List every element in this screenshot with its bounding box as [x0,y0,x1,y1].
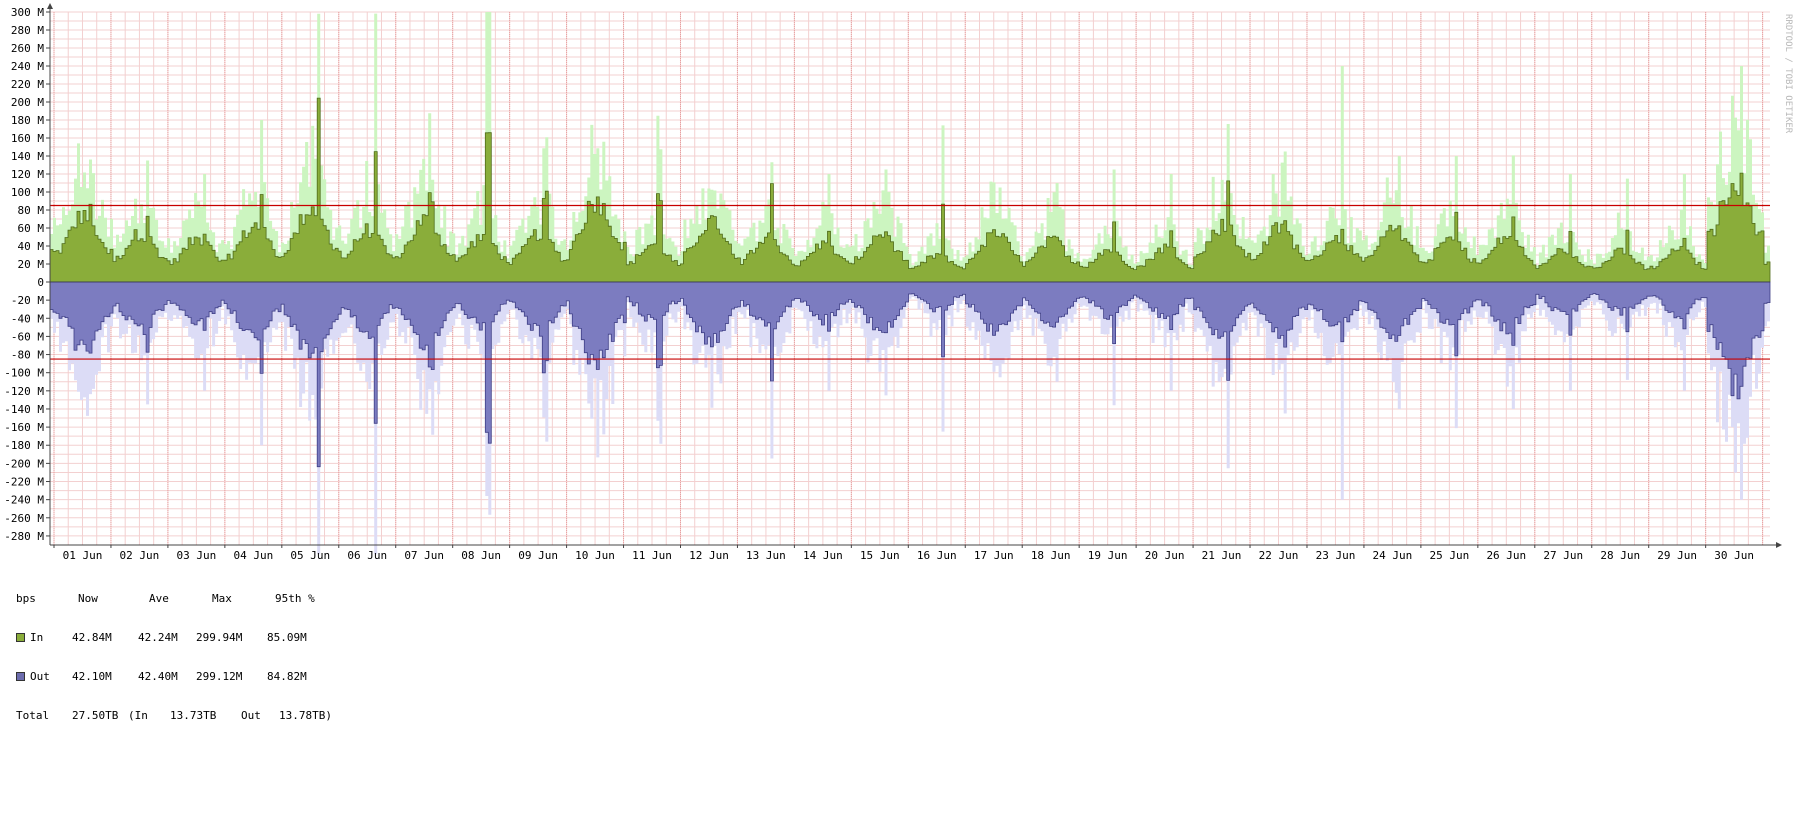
y-tick-label: -220 M [4,476,44,489]
x-tick-label: 16 Jun [917,549,957,562]
in-ave: 42.24M [138,631,178,644]
x-tick-label: 06 Jun [347,549,387,562]
out-p95: 84.82M [267,670,307,683]
y-tick-label: -120 M [4,385,44,398]
x-tick-label: 27 Jun [1543,549,1583,562]
y-tick-label: -180 M [4,439,44,452]
legend-out-row: Out 42.10M 42.40M 299.12M 84.82M [16,670,307,683]
x-tick-label: 29 Jun [1657,549,1697,562]
out-ave: 42.40M [138,670,178,683]
x-tick-label: 18 Jun [1031,549,1071,562]
y-tick-label: 280 M [11,24,44,37]
in-now: 42.84M [72,631,112,644]
x-tick-label: 05 Jun [290,549,330,562]
total-label: Total [16,709,50,722]
out-now: 42.10M [72,670,112,683]
legend-header-ave: Ave [149,592,169,605]
y-tick-label: 60 M [18,222,45,235]
y-axis-arrow [47,3,53,9]
traffic-chart: 300 M 280 M 260 M 240 M 220 M 200 M 180 M 160 M… [4,3,1793,562]
x-tick-label: 15 Jun [860,549,900,562]
y-tick-label: -80 M [11,349,44,362]
total-out-label: Out [241,709,261,722]
x-tick-label: 26 Jun [1486,549,1526,562]
y-tick-label: -240 M [4,494,44,507]
y-tick-label: -160 M [4,421,44,434]
out-label: Out [30,670,50,683]
x-tick-label: 08 Jun [461,549,501,562]
legend-total-row: Total 27.50TB (In 13.73TB Out 13.78TB) [16,709,332,722]
out-swatch [16,672,25,681]
legend-header-max: Max [212,592,232,605]
x-tick-label: 09 Jun [518,549,558,562]
total-out-value: 13.78TB) [279,709,332,722]
x-tick-label: 11 Jun [632,549,672,562]
x-tick-label: 07 Jun [404,549,444,562]
y-tick-label: 100 M [11,186,44,199]
x-tick-label: 20 Jun [1145,549,1185,562]
x-tick-label: 22 Jun [1259,549,1299,562]
y-tick-label: 80 M [18,204,45,217]
total-value: 27.50TB [72,709,119,722]
y-tick-label: -260 M [4,512,44,525]
x-tick-label: 25 Jun [1429,549,1469,562]
y-tick-label: 180 M [11,114,44,127]
legend: bps Now Ave Max 95th % In 42.84M 42.24M … [16,566,332,735]
out-max: 299.12M [196,670,243,683]
x-tick-label: 21 Jun [1202,549,1242,562]
in-max-area [50,12,1770,282]
y-tick-label: 240 M [11,60,44,73]
out-area [49,281,1771,468]
rrdtool-watermark: RRDTOOL / TOBI OETIKER [1783,14,1793,134]
out-max-area [50,282,1770,555]
x-tick-label: 23 Jun [1316,549,1356,562]
legend-header-unit: bps [16,592,36,605]
y-tick-label: -100 M [4,367,44,380]
y-tick-label: 200 M [11,96,44,109]
y-tick-label: -140 M [4,403,44,416]
legend-header-now: Now [78,592,98,605]
y-tick-label: 20 M [18,258,45,271]
y-tick-label: -60 M [11,330,44,343]
in-label: In [30,631,44,644]
y-tick-label: -280 M [4,530,44,543]
y-tick-label: 260 M [11,42,44,55]
x-tick-label: 24 Jun [1373,549,1413,562]
total-in-label: (In [128,709,148,722]
legend-in-row: In 42.84M 42.24M 299.94M 85.09M [16,631,307,644]
y-tick-label: 0 [37,276,44,289]
x-tick-label: 12 Jun [689,549,729,562]
legend-header-p95: 95th % [275,592,315,605]
y-tick-label: -20 M [11,294,44,307]
x-tick-label: 02 Jun [120,549,160,562]
y-tick-label: 140 M [11,150,44,163]
x-tick-label: 17 Jun [974,549,1014,562]
in-swatch [16,633,25,642]
total-in-value: 13.73TB [170,709,217,722]
x-tick-label: 01 Jun [63,549,103,562]
x-tick-label: 10 Jun [575,549,615,562]
x-tick-label: 04 Jun [233,549,273,562]
in-area [49,97,1771,283]
x-tick-label: 19 Jun [1088,549,1128,562]
x-tick-label: 28 Jun [1600,549,1640,562]
x-tick-label: 13 Jun [746,549,786,562]
y-tick-label: 160 M [11,132,44,145]
y-tick-label: -200 M [4,457,44,470]
in-max: 299.94M [196,631,243,644]
y-tick-label: -40 M [11,312,44,325]
in-p95: 85.09M [267,631,307,644]
x-axis-arrow [1776,542,1782,548]
x-tick-label: 14 Jun [803,549,843,562]
x-tick-label: 30 Jun [1714,549,1754,562]
x-tick-label: 03 Jun [177,549,217,562]
legend-header-row: bps Now Ave Max 95th % [16,592,315,605]
y-tick-label: 220 M [11,78,44,91]
y-tick-label: 40 M [18,240,45,253]
y-tick-label: 300 M [11,6,44,19]
y-tick-label: 120 M [11,168,44,181]
